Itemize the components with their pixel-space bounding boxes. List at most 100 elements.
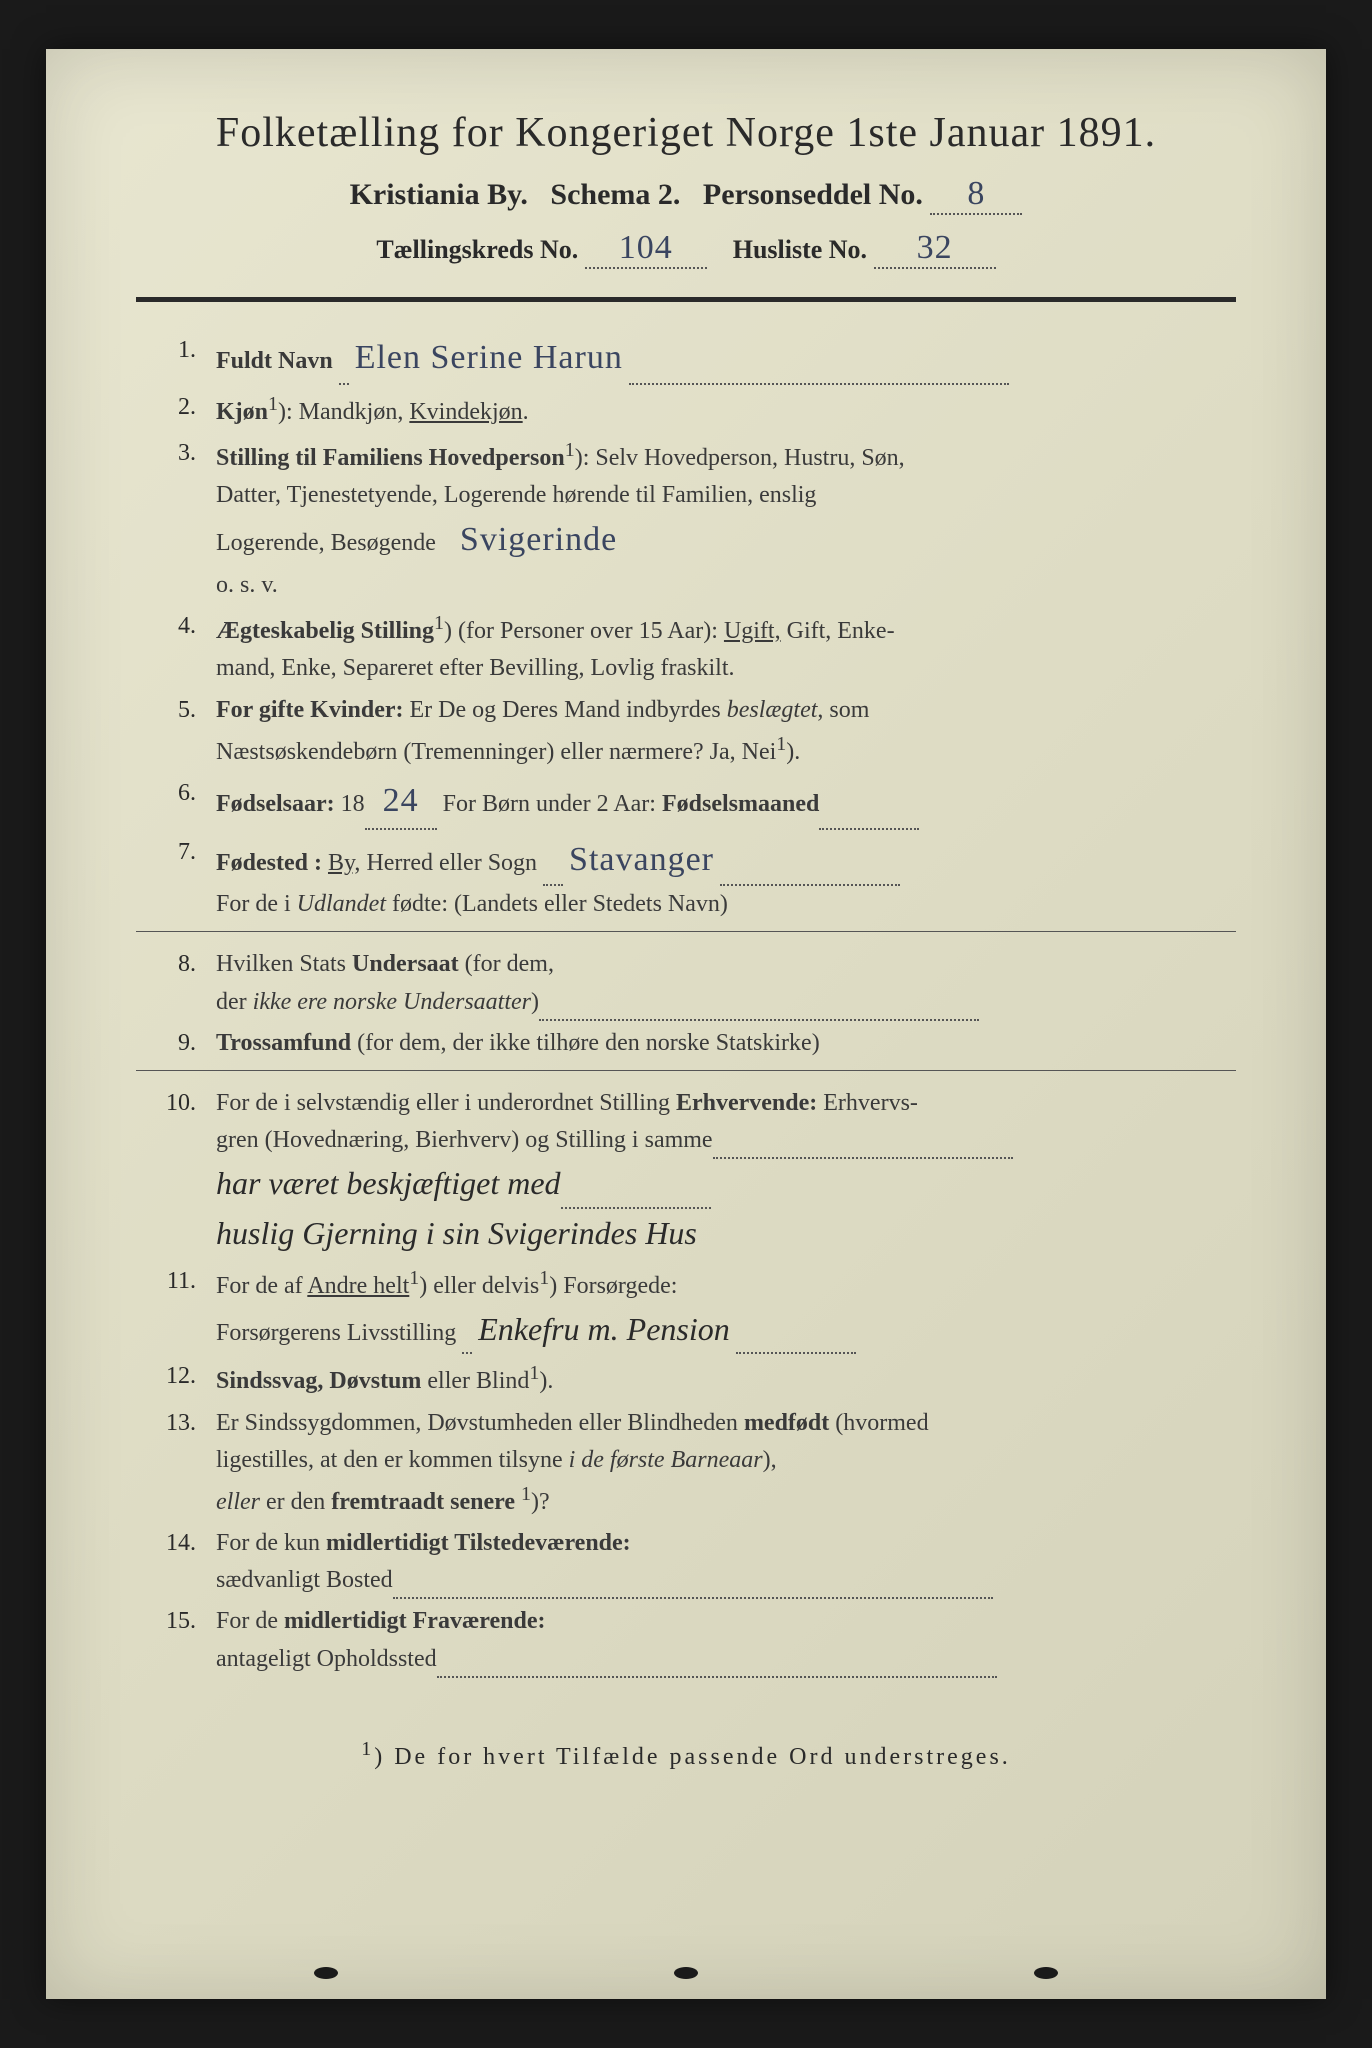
- q8-text1: Hvilken Stats: [216, 951, 352, 977]
- hole-icon: [1034, 1967, 1058, 1979]
- q13-sup: 1: [521, 1483, 531, 1505]
- q10-text1: For de i selvstændig eller i underordnet…: [216, 1090, 676, 1116]
- divider-thick: [136, 297, 1236, 302]
- q11-text1: For de af: [216, 1273, 307, 1299]
- personseddel-value: 8: [930, 175, 1022, 215]
- q13-text5a: eller: [216, 1489, 260, 1515]
- q1-num: 1.: [136, 332, 216, 385]
- q5-end: ).: [786, 739, 800, 765]
- q6-num: 6.: [136, 775, 216, 830]
- q8-row: 8. Hvilken Stats Undersaat (for dem, der…: [136, 946, 1236, 1020]
- q10-num: 10.: [136, 1085, 216, 1259]
- q11-text3: ) Forsørgede:: [549, 1273, 677, 1299]
- footnote-text: ) De for hvert Tilfælde passende Ord und…: [374, 1744, 1011, 1770]
- q11-sup1: 1: [409, 1267, 419, 1289]
- q13-bold2: fremtraadt senere: [331, 1489, 515, 1515]
- q7-row: 7. Fødested : By, Herred eller Sogn Stav…: [136, 834, 1236, 924]
- q5-sup: 1: [776, 733, 786, 755]
- q14-bold: midlertidigt Tilstedeværende:: [326, 1530, 631, 1556]
- q13-text5b: er den: [260, 1489, 331, 1515]
- husliste-label: Husliste No.: [733, 235, 867, 264]
- q8-text3a: der: [216, 989, 253, 1015]
- q2-row: 2. Kjøn1): Mandkjøn, Kvindekjøn.: [136, 389, 1236, 431]
- kreds-label: Tællingskreds No.: [376, 235, 578, 264]
- q6-label: Fødselsaar:: [216, 791, 335, 817]
- q3-sup: 1: [565, 439, 575, 461]
- q2-end: .: [523, 399, 529, 425]
- q10-text3: gren (Hovednæring, Bierhverv) og Stillin…: [216, 1127, 713, 1153]
- hole-icon: [314, 1967, 338, 1979]
- footnote: 1) De for hvert Tilfælde passende Ord un…: [136, 1738, 1236, 1771]
- q4-sup: 1: [434, 612, 444, 634]
- kreds-value: 104: [585, 229, 707, 269]
- q2-underlined: Kvindekjøn: [409, 399, 522, 425]
- q10-handwritten1: har været beskjæftiget med: [216, 1165, 561, 1201]
- q1-label: Fuldt Navn: [216, 348, 333, 374]
- q12-sup: 1: [529, 1362, 539, 1384]
- q11-text4: Forsørgerens Livsstilling: [216, 1320, 456, 1346]
- q3-handwritten: Svigerinde: [460, 521, 617, 558]
- q3-num: 3.: [136, 435, 216, 604]
- q4-underlined: Ugift,: [724, 618, 781, 644]
- census-form-page: Folketælling for Kongeriget Norge 1ste J…: [46, 49, 1326, 1999]
- q10-handwritten2: huslig Gjerning i sin Svigerindes Hus: [216, 1215, 697, 1251]
- form-subtitle-2: Tællingskreds No. 104 Husliste No. 32: [136, 229, 1236, 269]
- q5-text1: Er De og Deres Mand indbyrdes: [404, 697, 727, 723]
- q8-text2: (for dem,: [459, 951, 554, 977]
- q4-row: 4. Ægteskabelig Stilling1) (for Personer…: [136, 608, 1236, 687]
- q6-text: For Børn under 2 Aar:: [437, 791, 662, 817]
- q8-bold: Undersaat: [352, 951, 459, 977]
- q15-bold: midlertidigt Fraværende:: [284, 1608, 546, 1634]
- q5-num: 5.: [136, 692, 216, 771]
- q13-ital: i de første Barneaar: [569, 1447, 763, 1473]
- q9-text: (for dem, der ikke tilhøre den norske St…: [351, 1030, 820, 1056]
- q11-underlined: Andre helt: [307, 1273, 409, 1299]
- q13-text2: (hvormed: [829, 1410, 928, 1436]
- q4-text3: mand, Enke, Separeret efter Bevilling, L…: [216, 655, 735, 681]
- q4-text1: ) (for Personer over 15 Aar):: [444, 618, 724, 644]
- divider-1: [136, 931, 1236, 932]
- q4-text2: Gift, Enke-: [781, 618, 895, 644]
- q3-row: 3. Stilling til Familiens Hovedperson1):…: [136, 435, 1236, 604]
- q4-num: 4.: [136, 608, 216, 687]
- form-subtitle-1: Kristiania By. Schema 2. Personseddel No…: [136, 175, 1236, 215]
- q6-prefix: 18: [335, 791, 365, 817]
- q4-label: Ægteskabelig Stilling: [216, 618, 434, 644]
- q13-row: 13. Er Sindssygdommen, Døvstumheden elle…: [136, 1405, 1236, 1522]
- q11-sup2: 1: [539, 1267, 549, 1289]
- q9-num: 9.: [136, 1025, 216, 1062]
- q11-num: 11.: [136, 1263, 216, 1355]
- q5-text2: , som: [817, 697, 869, 723]
- q3-text1: ): Selv Hovedperson, Hustru, Søn,: [575, 445, 905, 471]
- q7-text2b: fødte: (Landets eller Stedets Navn): [386, 891, 728, 917]
- q10-text2: Erhvervs-: [817, 1090, 918, 1116]
- q15-text2: antageligt Opholdssted: [216, 1646, 437, 1672]
- q13-text3: ligestilles, at den er kommen tilsyne: [216, 1447, 569, 1473]
- q10-bold: Erhvervende:: [676, 1090, 817, 1116]
- q14-num: 14.: [136, 1525, 216, 1599]
- form-title: Folketælling for Kongeriget Norge 1ste J…: [136, 109, 1236, 157]
- husliste-value: 32: [874, 229, 996, 269]
- q11-handwritten: Enkefru m. Pension: [478, 1311, 730, 1347]
- q2-num: 2.: [136, 389, 216, 431]
- q5-row: 5. For gifte Kvinder: Er De og Deres Man…: [136, 692, 1236, 771]
- q8-ital: ikke ere norske Undersaatter: [253, 989, 531, 1015]
- q3-text4: o. s. v.: [216, 572, 278, 598]
- q12-bold: Sindssvag, Døvstum: [216, 1368, 421, 1394]
- q7-text2a: For de i: [216, 891, 297, 917]
- q15-text1: For de: [216, 1608, 284, 1634]
- q13-end: )?: [531, 1489, 550, 1515]
- q12-text: eller Blind: [421, 1368, 529, 1394]
- q7-label: Fødested :: [216, 850, 328, 876]
- q9-row: 9. Trossamfund (for dem, der ikke tilhør…: [136, 1025, 1236, 1062]
- q6-year: 24: [365, 775, 437, 830]
- q5-text3: Næstsøskendebørn (Tremenninger) eller næ…: [216, 739, 776, 765]
- personseddel-label: Personseddel No.: [703, 178, 923, 211]
- q7-underlined: By,: [328, 850, 360, 876]
- q9-bold: Trossamfund: [216, 1030, 351, 1056]
- q11-row: 11. For de af Andre helt1) eller delvis1…: [136, 1263, 1236, 1355]
- q13-bold: medfødt: [744, 1410, 829, 1436]
- q12-end: ).: [539, 1368, 553, 1394]
- q8-text3b: ): [531, 989, 539, 1015]
- q7-num: 7.: [136, 834, 216, 924]
